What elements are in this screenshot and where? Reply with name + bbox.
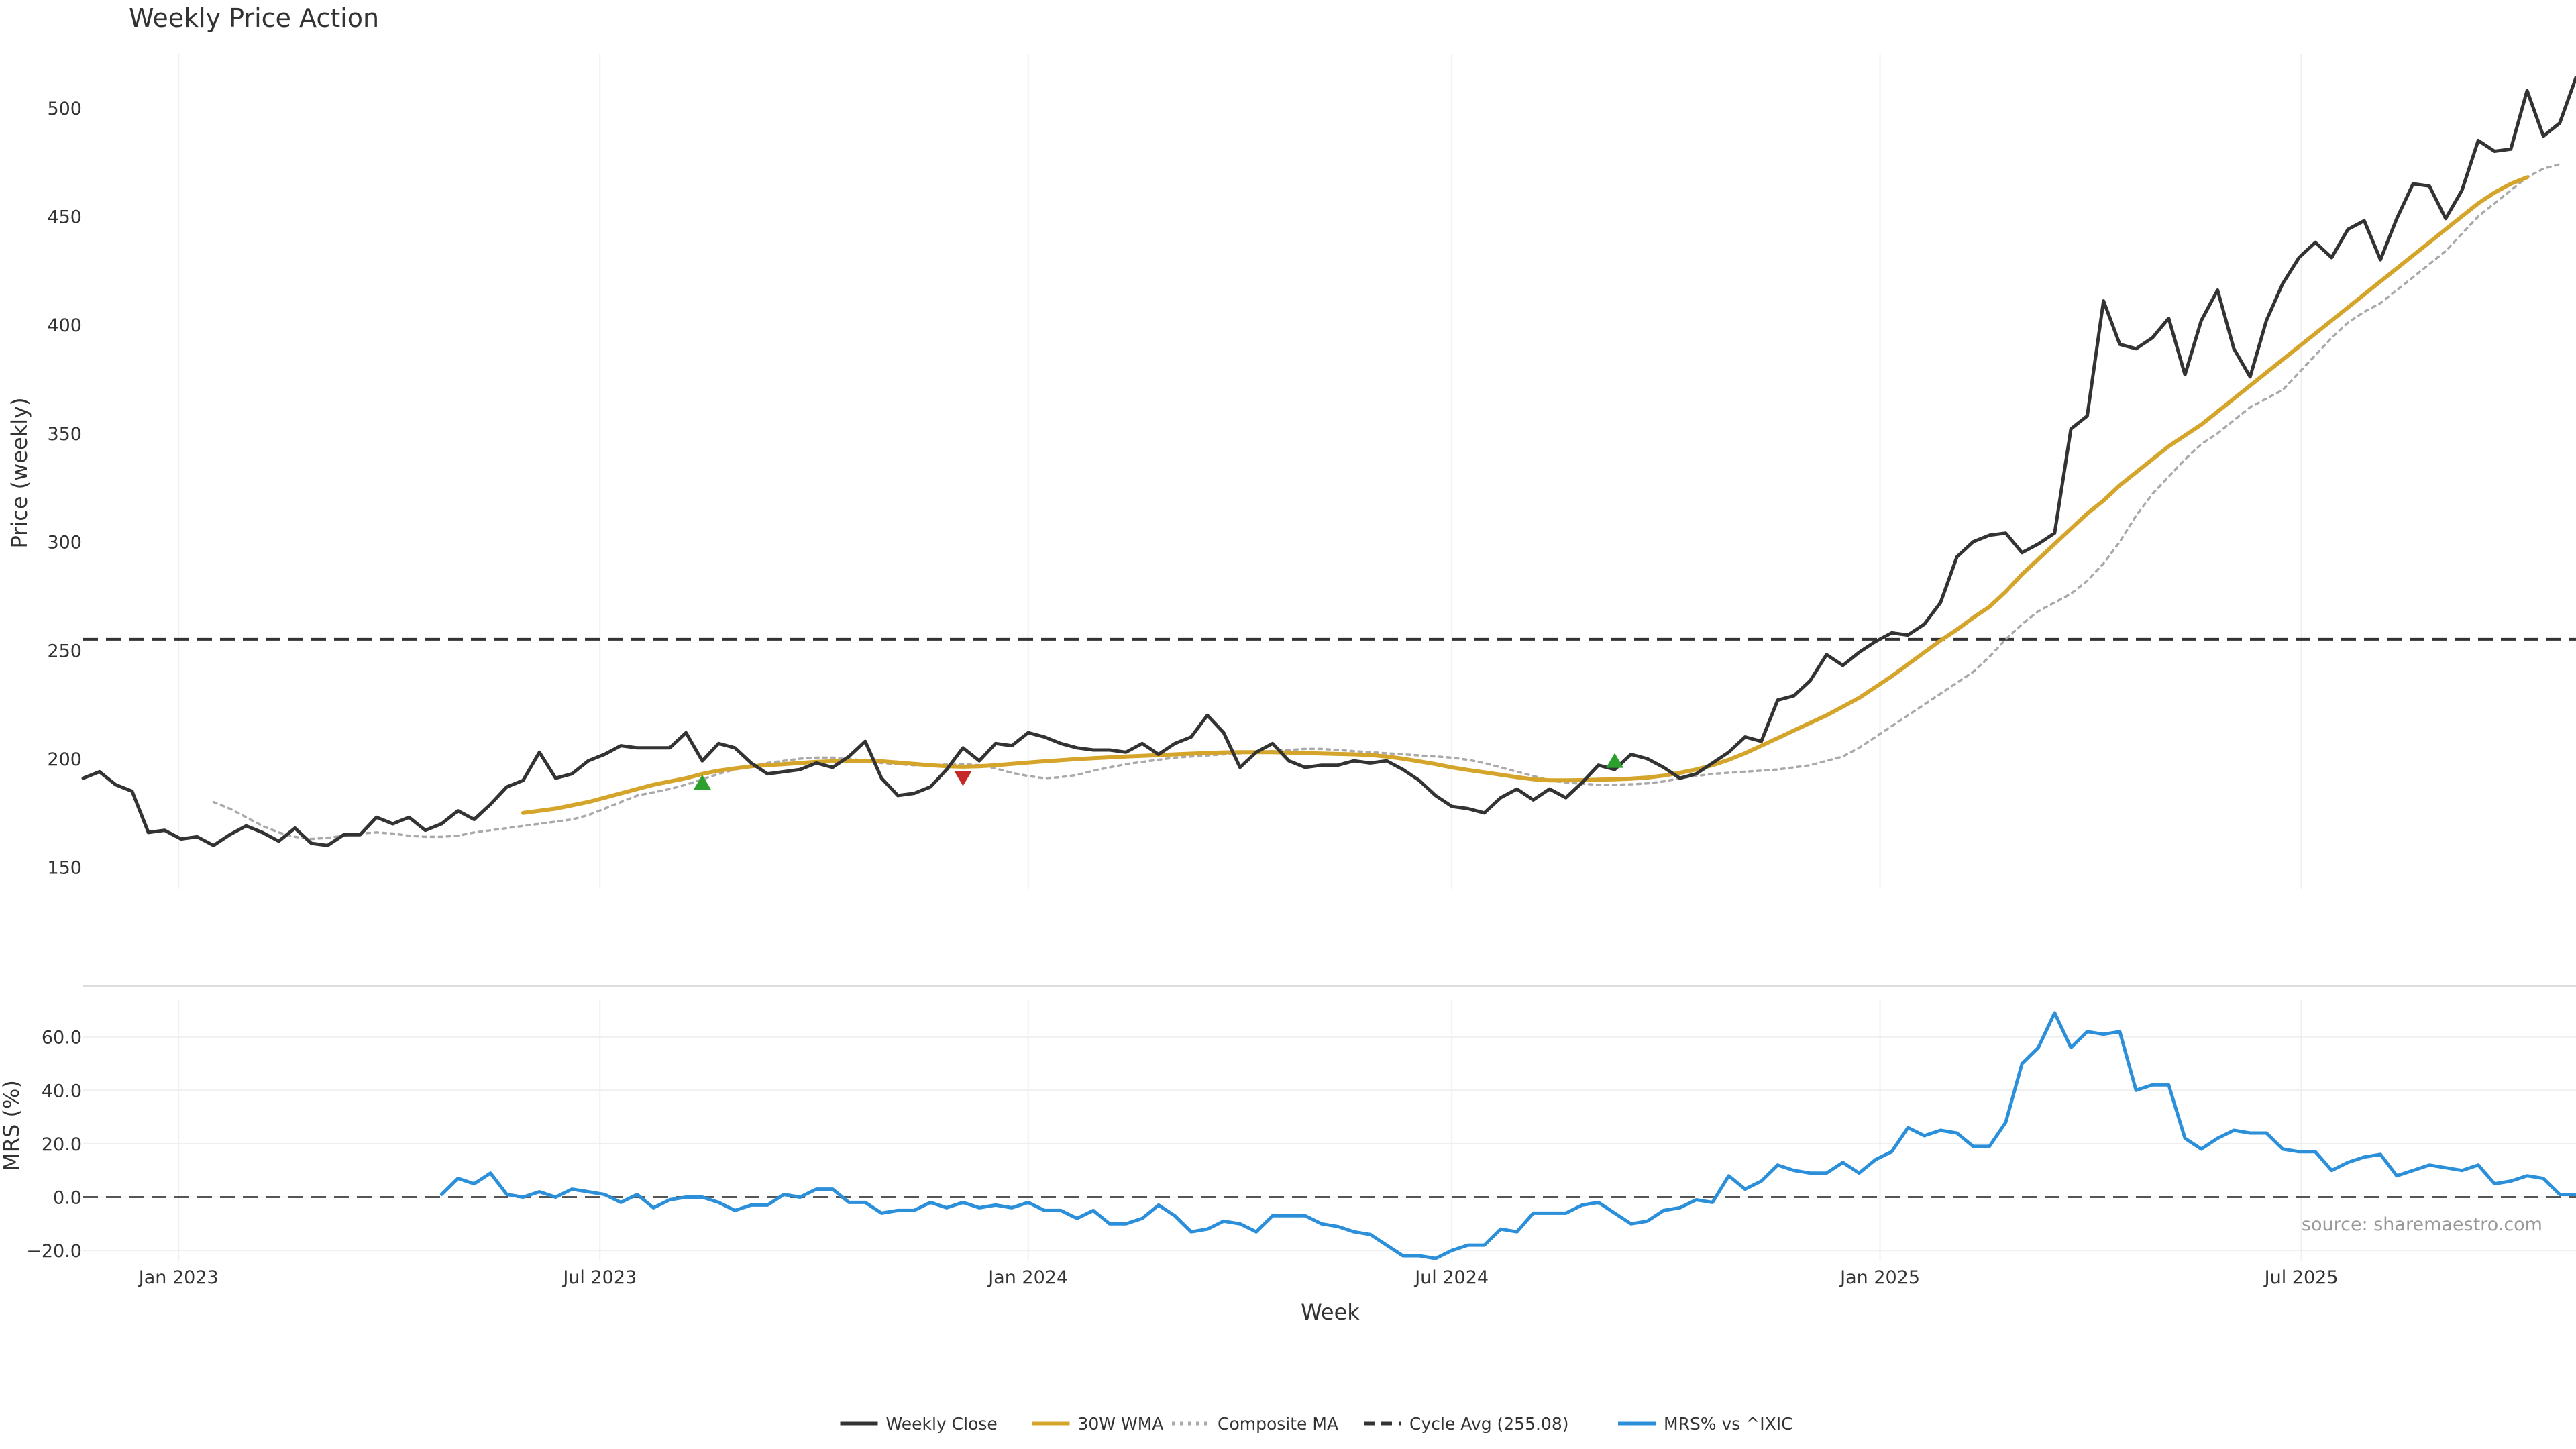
price-y-tick-label: 300 [47,533,82,553]
price-panel: 150 200 250 300 350 400 450 500 Price (weekly) [7,54,2576,889]
price-y-axis-label: Price (weekly) [7,397,32,548]
mrs-y-tick-label: 60.0 [42,1028,82,1049]
price-y-tick-label: 250 [47,641,82,661]
legend-label: Composite MA [1218,1414,1338,1434]
mrs-y-tick-label: 20.0 [42,1134,82,1155]
x-axis-label: Week [1301,1299,1360,1325]
wma-30w-line [521,175,2530,815]
weekly-close-line [81,76,2576,847]
signal-markers [693,753,1624,790]
mrs-y-ticks: 60.0 40.0 20.0 0.0 −20.0 [26,1028,82,1262]
buy-signal-marker [693,774,711,790]
price-y-ticks: 150 200 250 300 350 400 450 500 [47,99,82,879]
mrs-y-axis-label: MRS (%) [0,1080,24,1171]
legend-label: MRS% vs ^IXIC [1664,1414,1793,1434]
legend-item: Composite MA [1172,1414,1338,1434]
x-tick-label: Jul 2023 [561,1267,637,1288]
x-tick-label: Jul 2024 [1413,1267,1489,1288]
price-y-tick-label: 500 [47,99,82,119]
mrs-y-tick-label: −20.0 [26,1241,82,1262]
source-annotation: source: sharemaestro.com [2302,1214,2542,1235]
price-grid [178,54,2302,889]
x-tick-label: Jul 2025 [2263,1267,2339,1288]
legend-item: Weekly Close [840,1414,998,1434]
mrs-y-tick-label: 40.0 [42,1081,82,1102]
legend-label: Weekly Close [886,1414,998,1434]
x-tick-label: Jan 2023 [138,1267,219,1288]
mrs-y-tick-label: 0.0 [53,1187,82,1208]
legend-label: Cycle Avg (255.08) [1409,1414,1569,1434]
buy-signal-marker [1606,753,1624,768]
sell-signal-marker [954,771,972,786]
legend-item: Cycle Avg (255.08) [1364,1414,1569,1434]
chart-title: Weekly Price Action [129,3,379,33]
price-y-tick-label: 150 [47,858,82,879]
composite-ma-line [212,163,2561,841]
legend-item: MRS% vs ^IXIC [1618,1414,1793,1434]
x-tick-label: Jan 2025 [1839,1267,1920,1288]
mrs-panel: 60.0 40.0 20.0 0.0 −20.0 MRS (%) source: sha… [0,1000,2576,1262]
legend-item: 30W WMA [1032,1414,1164,1434]
legend-label: 30W WMA [1078,1414,1164,1434]
price-y-tick-label: 200 [47,749,82,770]
legend: Weekly Close 30W WMA Composite MA Cycle Avg… [840,1414,1793,1434]
price-y-tick-label: 400 [47,315,82,336]
mrs-line [439,1011,2576,1260]
price-y-tick-label: 450 [47,207,82,228]
price-series [81,76,2576,847]
price-y-tick-label: 350 [47,424,82,445]
x-tick-label: Jan 2024 [987,1267,1068,1288]
mrs-series [83,1011,2576,1260]
x-axis-ticks: Jan 2023 Jul 2023 Jan 2024 Jul 2024 Jan 2025… [138,1267,2339,1288]
